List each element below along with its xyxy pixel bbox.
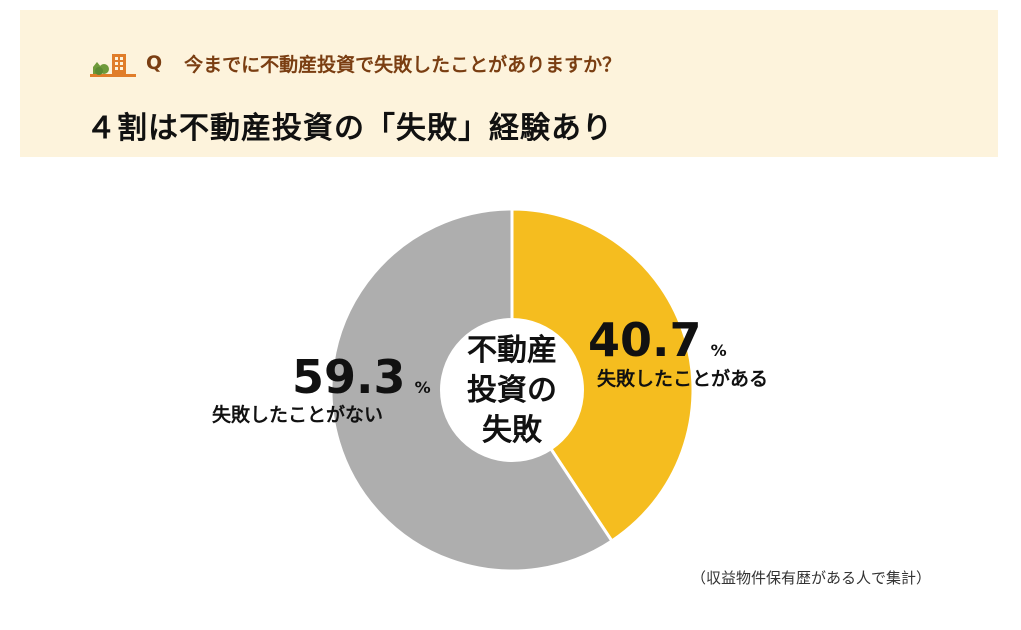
donut-hole <box>440 318 584 462</box>
center-label-line-2: 投資の <box>467 373 557 408</box>
not-failed-unit: % <box>415 378 431 397</box>
question-header: Q 今までに不動産投資で失敗したことがありますか？ ４割は不動産投資の「失敗」経… <box>20 10 998 157</box>
question-prefix: Q <box>146 52 163 74</box>
not-failed-value: 59.3 <box>292 350 406 404</box>
question-text: 今までに不動産投資で失敗したことがありますか？ <box>184 53 622 76</box>
house-building-icon <box>90 54 136 77</box>
center-label-line-3: 失敗 <box>482 413 543 448</box>
not-failed-category-label: 失敗したことがない <box>212 403 383 426</box>
failed-category-label: 失敗したことがある <box>597 367 768 390</box>
headline: ４割は不動産投資の「失敗」経験あり <box>86 111 613 146</box>
failed-value-label: 40.7 % <box>588 313 727 367</box>
footnote: （収益物件保有歴がある人で集計） <box>690 569 931 587</box>
not-failed-value-label: 59.3 % <box>292 350 431 404</box>
failed-value: 40.7 <box>588 313 702 367</box>
question-line: Q 今までに不動産投資で失敗したことがありますか？ <box>90 48 621 78</box>
center-label-line-1: 不動産 <box>467 333 557 368</box>
failed-unit: % <box>711 341 727 360</box>
